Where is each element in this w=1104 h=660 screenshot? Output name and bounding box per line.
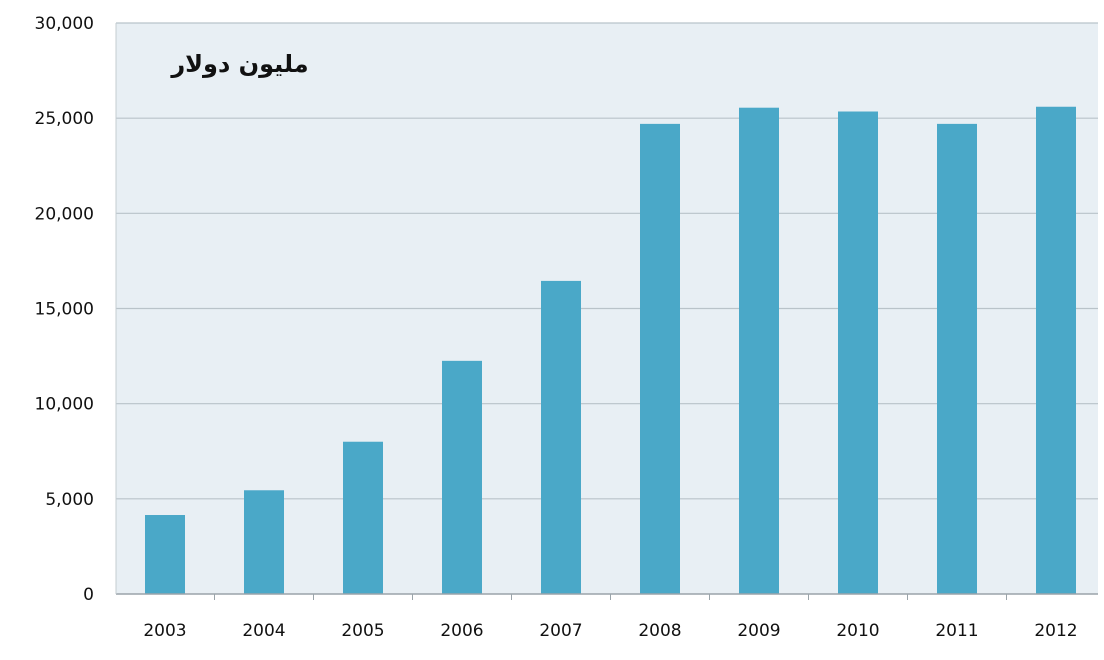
y-tick-label: 5,000 — [45, 490, 94, 510]
y-tick-label: 15,000 — [35, 300, 94, 320]
bar — [145, 515, 185, 594]
bar — [541, 280, 581, 594]
x-tick-label: 2004 — [242, 621, 285, 641]
x-tick-label: 2007 — [539, 621, 582, 641]
x-tick-label: 2009 — [737, 621, 780, 641]
y-tick-label: 0 — [83, 585, 94, 605]
bar — [343, 441, 383, 594]
x-tick-labels: 2003 2004 2005 2006 2007 2008 2009 2010 2011 2012 — [143, 621, 1077, 641]
bar — [244, 490, 284, 594]
y-tick-labels: 0 5,000 10,000 15,000 20,000 25,000 30,000 — [35, 14, 94, 605]
unit-label: مليون دولار — [170, 50, 308, 78]
bar — [442, 360, 482, 594]
x-tick-label: 2005 — [341, 621, 384, 641]
bar — [937, 123, 977, 595]
bar — [739, 107, 779, 594]
y-tick-label: 25,000 — [35, 109, 94, 129]
bar — [640, 123, 680, 595]
y-tick-label: 30,000 — [35, 14, 94, 34]
bar — [1036, 106, 1076, 594]
y-tick-label: 10,000 — [35, 395, 94, 415]
x-tick-label: 2012 — [1034, 621, 1077, 641]
bar — [838, 111, 878, 594]
bars — [145, 106, 1076, 595]
x-tick-label: 2008 — [638, 621, 681, 641]
x-tick-label: 2006 — [440, 621, 483, 641]
x-tick-label: 2003 — [143, 621, 186, 641]
axes — [115, 23, 1098, 600]
y-tick-label: 20,000 — [35, 204, 94, 224]
x-tick-label: 2010 — [836, 621, 879, 641]
x-tick-label: 2011 — [935, 621, 978, 641]
